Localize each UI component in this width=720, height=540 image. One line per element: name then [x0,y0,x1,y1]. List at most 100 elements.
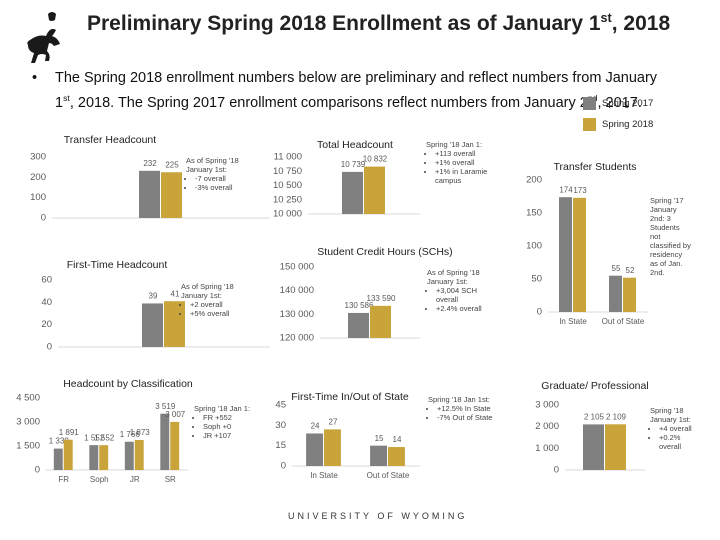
y-tick-label: 2 000 [535,421,559,432]
note-heading: Spring '18 Jan 1st: [428,395,490,404]
bar [605,424,626,470]
bullet-text: , 2017. [597,94,642,111]
note-item: +1% in Laramie campus [435,167,496,185]
note-list: -7 overall-3% overall [186,174,266,192]
note-heading: As of Spring '18 January 1st: [186,156,239,174]
y-tick-label: 10 500 [273,180,302,191]
value-label: 1 873 [130,428,151,437]
chart-note: As of Spring '18 January 1st:-7 overall-… [186,156,266,192]
value-label: 173 [573,186,587,195]
logo [27,12,60,63]
bar [559,197,572,312]
note-item: Soph +0 [203,422,252,431]
y-tick-label: 1 000 [535,443,559,454]
chart-title: Transfer Headcount [64,134,156,146]
y-tick-label: 100 [526,241,542,252]
value-label: 1 339 [49,437,70,446]
bar [124,441,134,470]
note-heading: Spring '17 January 2nd: 3 Students not c… [650,196,691,277]
value-label: 1 552 [94,433,115,442]
bar [306,433,323,466]
value-label: 1 766 [120,430,141,439]
y-tick-label: 1 500 [16,441,40,452]
note-list: +12.5% In State-7% Out of State [428,404,498,422]
chart-note: Spring '18 Jan 1st:+12.5% In State-7% Ou… [428,395,498,422]
y-tick-label: 150 [526,208,542,219]
note-list: +4 overall+0.2% overall [650,424,700,451]
y-tick-label: 20 [41,319,52,330]
title-text: Preliminary Spring 2018 Enrollment as of… [87,12,601,35]
bar [348,312,369,338]
y-tick-label: 0 [554,465,559,476]
value-label: 41 [171,289,180,298]
value-label: 3 519 [155,402,176,411]
note-item: +2.4% overall [436,304,495,313]
note-list: +113 overall+1% overall+1% in Laramie ca… [426,149,496,185]
note-item: +1% overall [435,158,496,167]
bar [99,445,109,470]
legend-label: Spring 2017 [602,98,654,110]
y-tick-label: 50 [531,274,542,285]
y-tick-label: 15 [275,440,286,451]
value-label: 2 105 [584,413,605,422]
y-tick-label: 0 [47,342,52,353]
y-tick-label: 140 000 [280,285,314,296]
y-tick-label: 200 [30,172,46,183]
value-label: 15 [375,434,384,443]
bar [53,448,63,470]
y-tick-label: 0 [35,465,40,476]
value-label: 133 590 [367,294,396,303]
y-tick-label: 120 000 [280,333,314,344]
chart-note: Spring '17 January 2nd: 3 Students not c… [650,196,692,277]
chart-title: First-Time Headcount [67,259,168,271]
note-item: +5% overall [190,309,259,318]
y-tick-label: 300 [30,152,46,163]
y-tick-label: 200 [526,175,542,186]
chart: Transfer Students 0 50 100 150 200 In State 174… [526,161,648,326]
note-heading: Spring '18 Jan 1: [426,140,483,149]
note-list: +3,004 SCH overall+2.4% overall [427,286,495,313]
note-item: -7% Out of State [437,413,498,422]
chart-title: Transfer Students [553,161,636,173]
note-heading: Spring '18 Jan 1: [194,404,251,413]
legend-swatch [583,118,596,131]
chart: Graduate/ Professional 0 1 000 2 000 3 000 2 … [535,380,648,476]
y-tick-label: 10 250 [273,194,302,205]
y-tick-label: 10 000 [273,209,302,220]
chart: First-Time Headcount 0 20 40 60 39 41 [41,259,270,353]
chart-title: Headcount by Classification [63,378,193,390]
bullet: • The Spring 2018 enrollment numbers bel… [32,70,658,111]
bar [170,421,180,470]
value-label: 24 [311,422,320,431]
value-label: 1 552 [84,433,105,442]
y-tick-label: 0 [281,461,286,472]
value-label: 2 109 [606,412,627,421]
x-tick-label: SR [165,475,176,484]
legend-item: Spring 2018 [583,118,653,131]
y-tick-label: 11 000 [274,152,302,163]
value-label: 52 [626,266,635,275]
x-tick-label: JR [130,475,140,484]
y-tick-label: 100 [30,192,46,203]
bar [388,447,405,466]
note-item: +12.5% In State [437,404,498,413]
value-label: 225 [165,160,179,169]
note-item: JR +107 [203,431,252,440]
x-tick-label: Soph [90,475,109,484]
y-tick-label: 130 000 [280,309,314,320]
chart: Total Headcount 10 000 10 250 10 500 10 750 1… [273,139,420,220]
x-tick-label: In State [310,471,338,480]
note-list: FR +552Soph +0JR +107 [194,413,252,440]
note-item: +0.2% overall [659,433,700,451]
chart: Transfer Headcount 0 100 200 300 232 225 [30,134,270,224]
value-label: 232 [143,159,157,168]
x-tick-label: FR [58,475,69,484]
chart-note: Spring '18 January 1st:+4 overall+0.2% o… [650,406,700,451]
chart-note: Spring '18 Jan 1:+113 overall+1% overall… [426,140,496,185]
bar [134,440,144,470]
legend-item: Spring 2017 [583,97,653,110]
y-tick-label: 45 [275,400,286,411]
value-label: 55 [612,264,621,273]
bar [609,275,622,312]
